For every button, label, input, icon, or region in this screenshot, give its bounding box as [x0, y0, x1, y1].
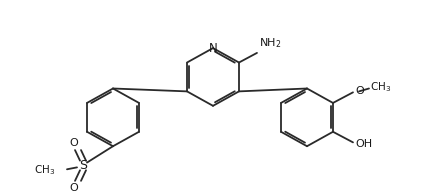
- Text: S: S: [79, 159, 87, 172]
- Text: O: O: [70, 138, 78, 148]
- Text: CH$_3$: CH$_3$: [370, 81, 391, 94]
- Text: OH: OH: [355, 139, 372, 149]
- Text: NH$_2$: NH$_2$: [259, 36, 282, 50]
- Text: O: O: [70, 183, 78, 192]
- Text: O: O: [355, 86, 364, 96]
- Text: N: N: [209, 42, 218, 55]
- Text: CH$_3$: CH$_3$: [34, 163, 55, 177]
